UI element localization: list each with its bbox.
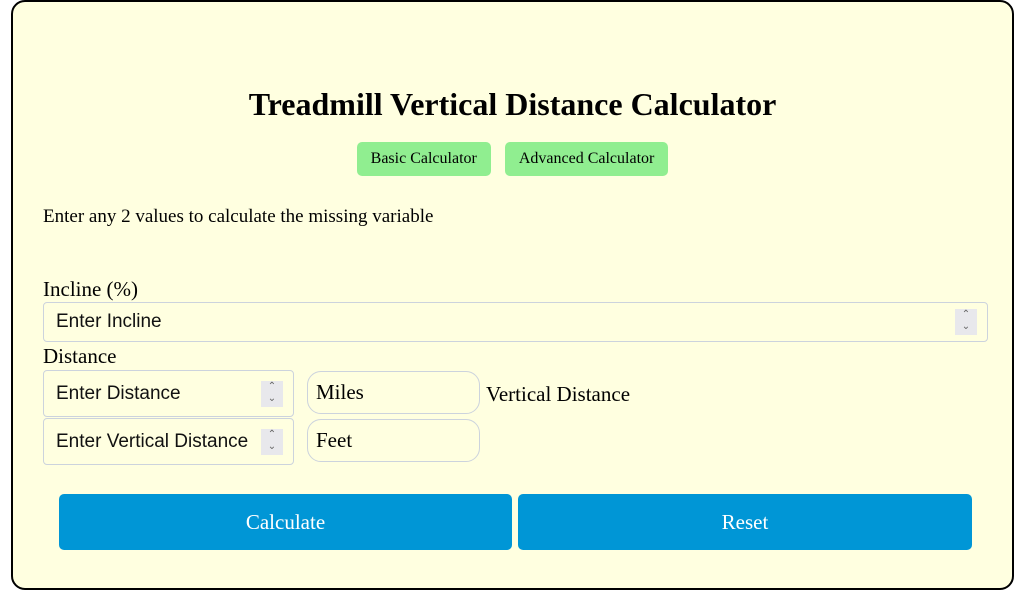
page-title: Treadmill Vertical Distance Calculator <box>248 86 777 122</box>
distance-placeholder: Enter Distance <box>56 382 181 404</box>
vertical-unit-select[interactable]: Feet <box>307 419 480 462</box>
reset-button[interactable]: Reset <box>518 494 972 550</box>
tab-basic-calculator[interactable]: Basic Calculator <box>356 142 491 176</box>
distance-input[interactable]: Enter Distance ⌃ ⌄ <box>43 370 294 417</box>
distance-label: Distance <box>43 344 117 368</box>
calculator-tabs: Basic Calculator Advanced Calculator <box>13 142 1012 176</box>
vertical-distance-label: Vertical Distance <box>486 382 631 406</box>
incline-placeholder: Enter Incline <box>56 311 162 332</box>
instructions: Enter any 2 values to calculate the miss… <box>43 206 434 227</box>
calculate-button[interactable]: Calculate <box>59 494 512 550</box>
incline-input[interactable]: Enter Incline ⌃ ⌄ <box>43 302 988 342</box>
tab-advanced-calculator[interactable]: Advanced Calculator <box>504 142 669 176</box>
spinner-icon[interactable]: ⌃ ⌄ <box>261 428 283 455</box>
vertical-distance-placeholder: Enter Vertical Distance <box>56 430 249 452</box>
incline-label: Incline (%) <box>43 277 139 301</box>
spinner-icon[interactable]: ⌃ ⌄ <box>955 309 977 335</box>
spinner-icon[interactable]: ⌃ ⌄ <box>261 380 283 407</box>
vertical-distance-input[interactable]: Enter Vertical Distance ⌃ ⌄ <box>43 418 294 465</box>
distance-unit-select[interactable]: Miles <box>307 371 480 414</box>
calculator-card: Treadmill Vertical Distance Calculator B… <box>11 0 1014 590</box>
